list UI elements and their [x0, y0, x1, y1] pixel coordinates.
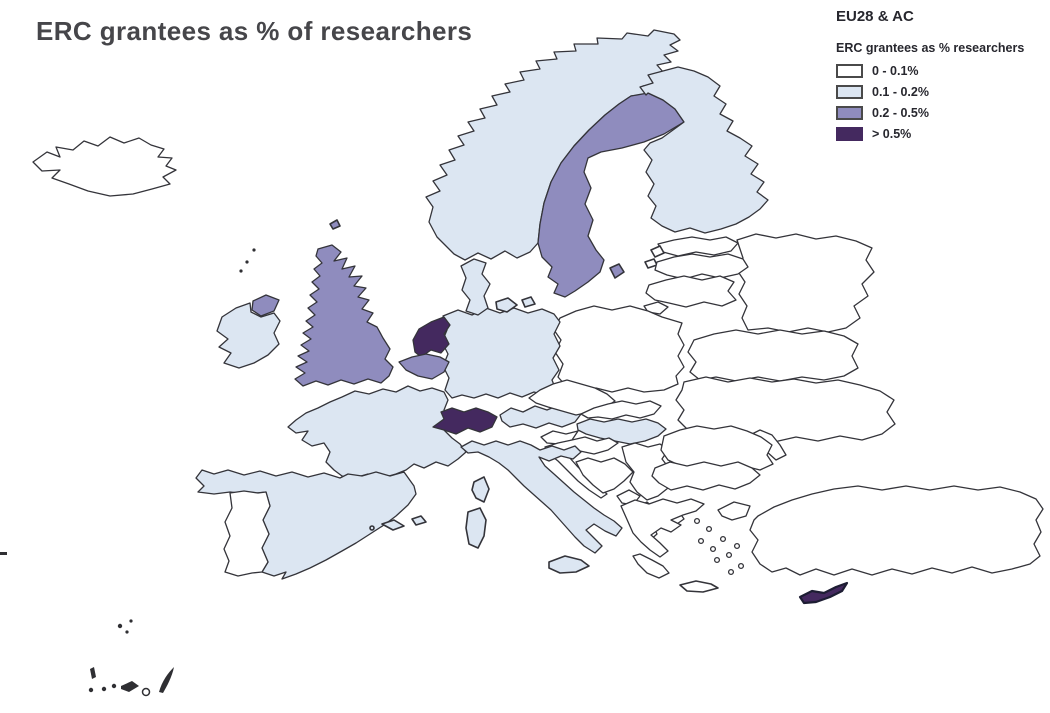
country-italy — [460, 440, 623, 554]
legend-swatch — [836, 64, 863, 78]
country-poland — [553, 305, 685, 393]
island-shetland — [329, 219, 341, 230]
islands-balearic-3 — [369, 525, 375, 531]
islands-balearic-1 — [381, 519, 405, 531]
country-france — [287, 385, 467, 479]
island-sicily — [548, 555, 590, 574]
legend-swatch — [836, 106, 863, 120]
country-slovakia — [580, 400, 662, 420]
greece-peloponnese — [632, 553, 670, 579]
island-sardinia — [465, 507, 487, 549]
legend-label: 0.1 - 0.2% — [872, 85, 929, 99]
island-corsica — [471, 476, 490, 503]
legend-subheading: ERC grantees as % researchers — [836, 41, 1025, 55]
country-cyprus — [798, 581, 849, 605]
denmark-island-zealand — [495, 297, 518, 313]
island-gotland — [609, 263, 625, 279]
country-russia — [736, 233, 875, 333]
legend-label: 0.2 - 0.5% — [872, 106, 929, 120]
aegean-islands — [693, 517, 745, 576]
country-belarus — [687, 329, 859, 382]
country-germany — [441, 307, 561, 399]
country-switzerland — [432, 407, 498, 435]
country-greece — [620, 498, 705, 558]
page-title: ERC grantees as % of researchers — [36, 16, 473, 46]
denmark-island-2 — [521, 296, 536, 308]
country-iceland — [32, 136, 177, 197]
country-finland — [639, 66, 769, 234]
country-bosnia — [575, 457, 634, 494]
country-ireland — [216, 302, 281, 369]
country-belgium — [398, 353, 450, 380]
legend-label: > 0.5% — [872, 127, 912, 141]
legend-item: 0.1 - 0.2% — [836, 85, 1046, 99]
country-sweden — [537, 92, 685, 298]
legend-item: 0 - 0.1% — [836, 64, 1046, 78]
country-turkey — [749, 485, 1044, 576]
country-netherlands — [412, 316, 451, 358]
region-northern-ireland — [251, 294, 280, 317]
legend-swatch — [836, 85, 863, 99]
legend-items: 0 - 0.1% 0.1 - 0.2% 0.2 - 0.5% > 0.5% — [836, 64, 1046, 141]
country-lithuania — [645, 275, 737, 308]
island-crete — [679, 580, 719, 593]
country-portugal — [223, 490, 271, 577]
madeira-islands — [117, 619, 133, 634]
legend-label: 0 - 0.1% — [872, 64, 919, 78]
azores-dash — [0, 552, 7, 555]
legend-item: > 0.5% — [836, 127, 1046, 141]
country-hungary — [576, 418, 667, 445]
islands-balearic-2 — [411, 515, 427, 526]
country-estonia — [657, 236, 739, 257]
hebrides-dots — [239, 248, 256, 273]
country-denmark — [460, 258, 491, 316]
legend-swatch — [836, 127, 863, 141]
map-legend: EU28 & AC ERC grantees as % researchers … — [836, 8, 1046, 148]
legend-heading: EU28 & AC — [836, 8, 914, 25]
country-latvia — [654, 253, 749, 280]
country-bulgaria — [651, 461, 761, 491]
country-united-kingdom — [294, 244, 394, 387]
turkey-european-part — [717, 501, 751, 521]
legend-item: 0.2 - 0.5% — [836, 106, 1046, 120]
country-czech-republic — [528, 379, 616, 416]
estonia-island — [650, 245, 665, 258]
canary-islands — [88, 667, 174, 697]
